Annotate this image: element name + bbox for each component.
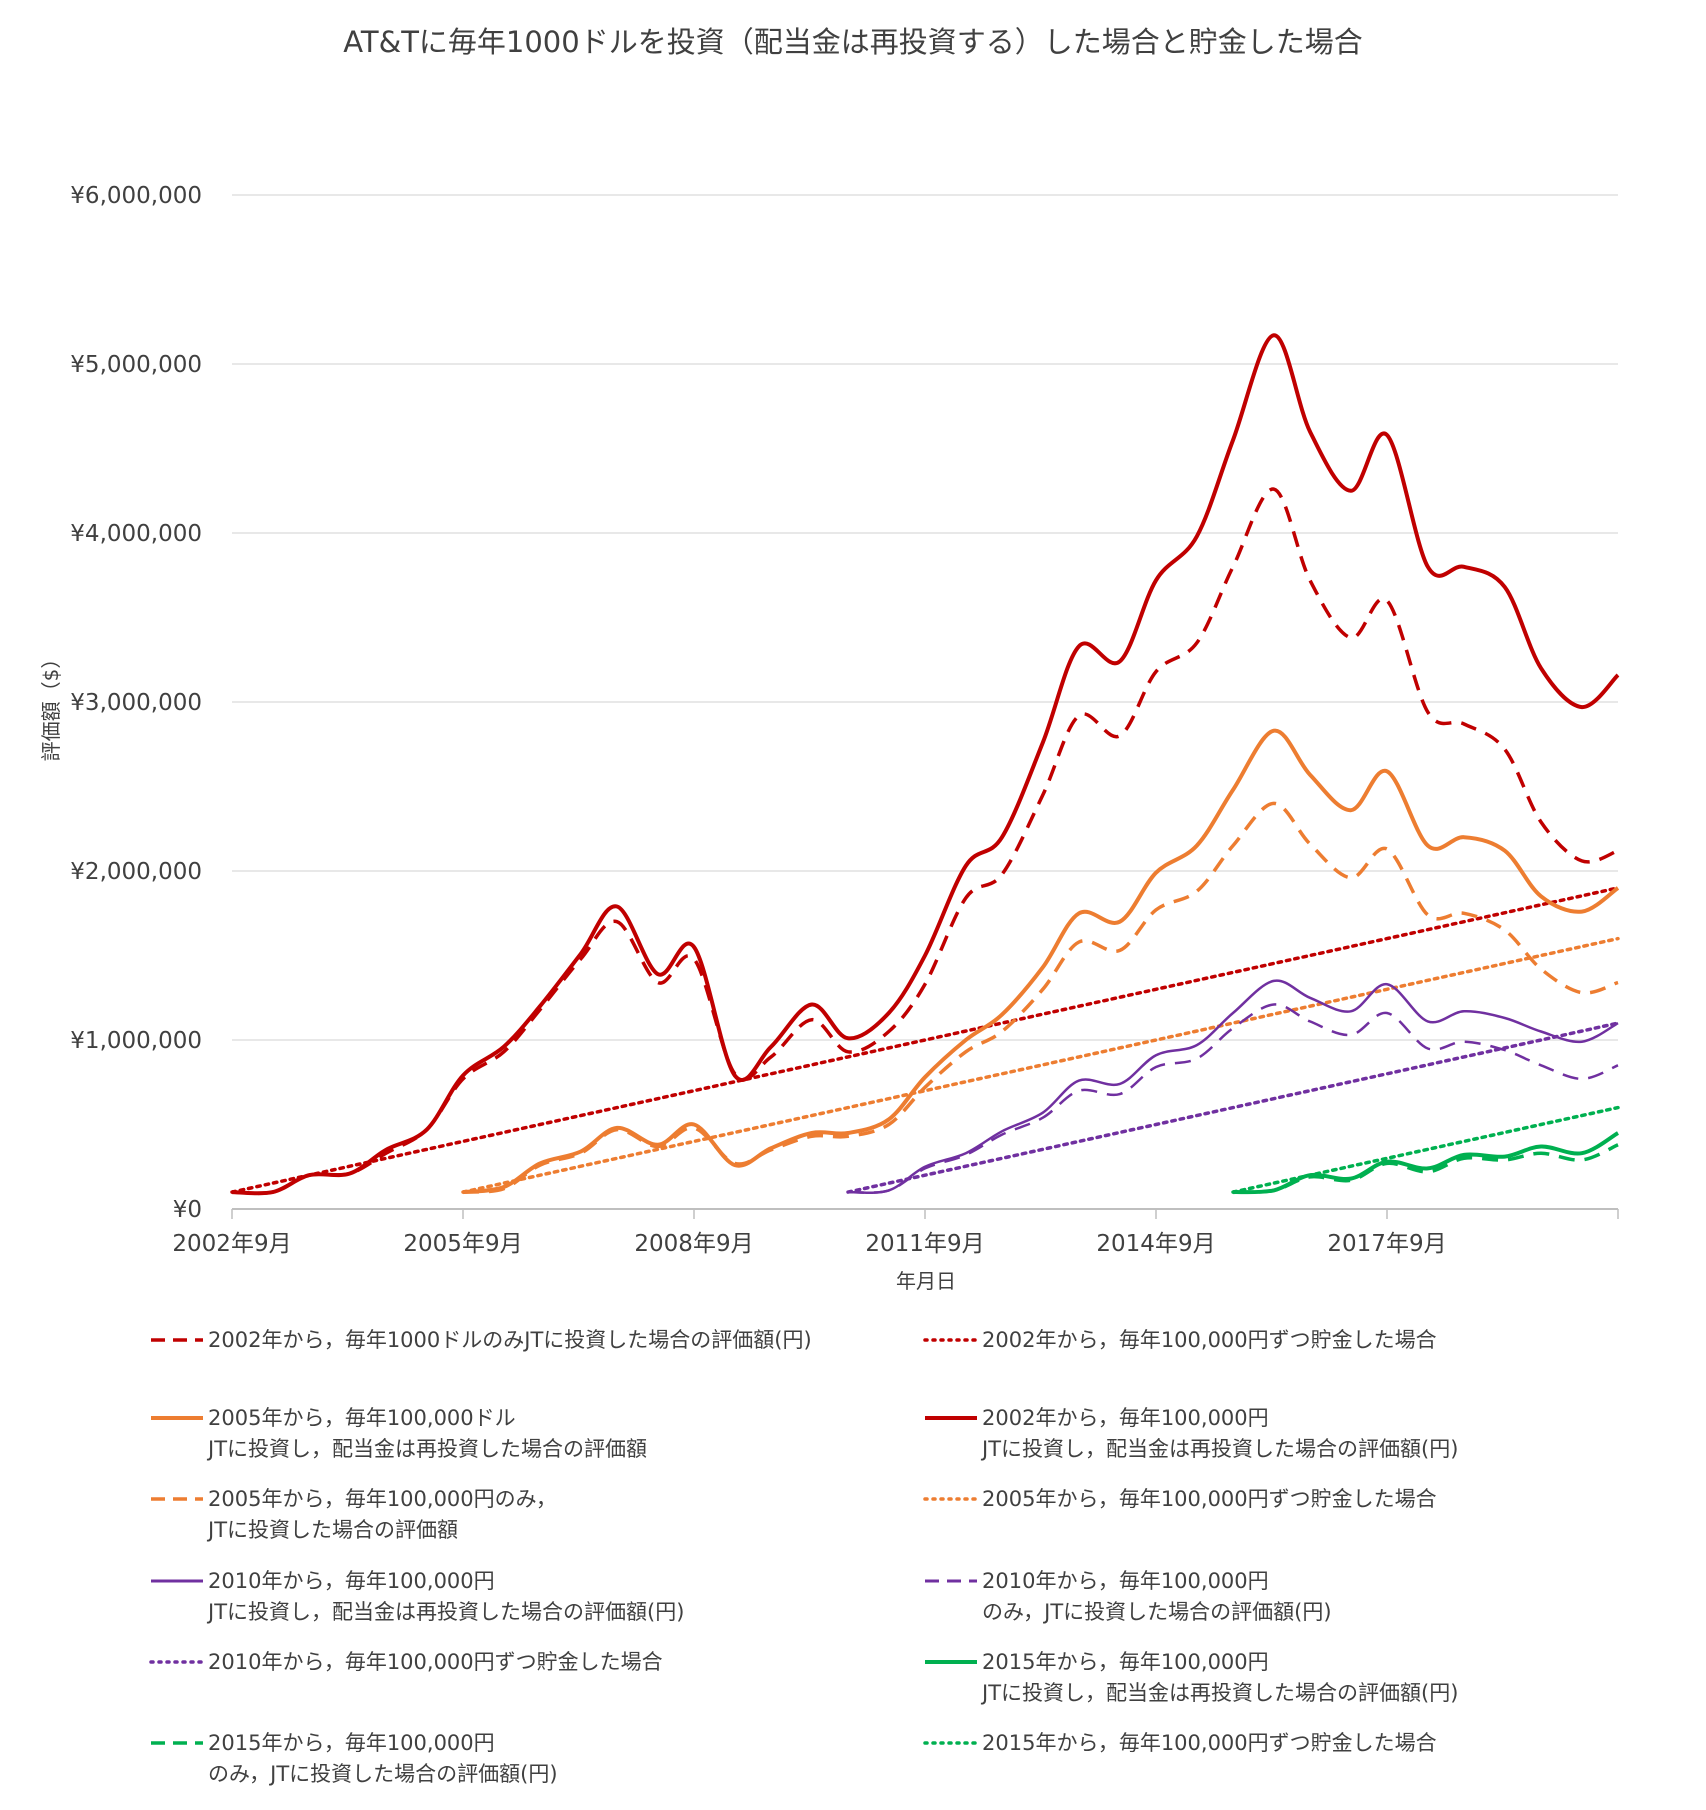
series-line-9 xyxy=(846,1021,1620,1194)
series-line-6 xyxy=(461,936,1620,1194)
x-tick-labels: 2002年9月 2005年9月 2008年9月 2011年9月 2014年9月 2017年… xyxy=(172,1231,1446,1257)
x-tick-label: 2014年9月 xyxy=(1096,1231,1215,1257)
x-tick-label: 2008年9月 xyxy=(634,1231,753,1257)
y-tick-labels: ¥0 ¥1,000,000 ¥2,000,000 ¥3,000,000 ¥4,000,0… xyxy=(70,183,202,1223)
gridlines xyxy=(231,194,1619,1219)
series-lines xyxy=(230,333,1620,1196)
x-tick-label: 2005年9月 xyxy=(403,1231,522,1257)
y-tick-label: ¥3,000,000 xyxy=(70,690,202,716)
x-tick-label: 2002年9月 xyxy=(172,1231,291,1257)
chart-title: AT&Tに毎年1000ドルを投資（配当金は再投資する）した場合と貯金した場合 xyxy=(343,25,1362,59)
series-line-5 xyxy=(462,801,1619,1194)
x-axis-label: 年月日 xyxy=(896,1269,956,1293)
x-tick-label: 2011年9月 xyxy=(865,1231,984,1257)
series-line-12 xyxy=(1231,1105,1620,1194)
series-line-2 xyxy=(230,886,1620,1194)
series-line-3 xyxy=(462,728,1620,1195)
series-line-8 xyxy=(847,1003,1619,1194)
y-tick-label: ¥6,000,000 xyxy=(70,183,202,209)
y-tick-label: ¥1,000,000 xyxy=(70,1028,202,1054)
series-line-7 xyxy=(847,979,1619,1194)
y-tick-label: ¥4,000,000 xyxy=(70,521,202,547)
y-tick-label: ¥5,000,000 xyxy=(70,352,202,378)
y-tick-label: ¥0 xyxy=(173,1197,202,1223)
series-line-1 xyxy=(231,487,1619,1196)
x-tick-label: 2017年9月 xyxy=(1327,1231,1446,1257)
y-axis-label: 評価額（$） xyxy=(39,649,63,762)
y-tick-label: ¥2,000,000 xyxy=(70,859,202,885)
series-line-4 xyxy=(231,333,1620,1196)
